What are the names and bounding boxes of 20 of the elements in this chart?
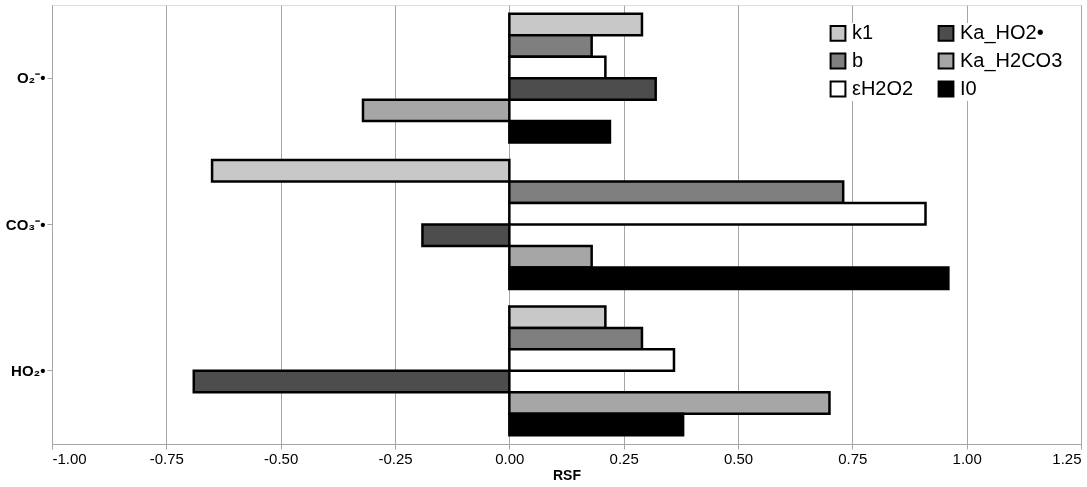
- legend-label: Ka_HO2•: [960, 21, 1044, 45]
- x-tick-label: -0.50: [264, 449, 299, 467]
- legend-label: Ka_H2CO3: [960, 49, 1063, 72]
- x-tick-label: 0.25: [609, 449, 639, 467]
- x-tick-label: 1.00: [952, 449, 982, 467]
- x-tick-label: -1.00: [52, 449, 87, 467]
- x-tick-label: -0.75: [149, 449, 184, 467]
- x-axis-title: RSF: [553, 466, 582, 483]
- x-tick-label: 1.25: [1052, 449, 1082, 467]
- x-tick-label: -0.25: [378, 449, 413, 467]
- x-tick-label: 0.00: [495, 449, 525, 467]
- legend-label: I0: [960, 77, 977, 99]
- legend-label: b: [852, 49, 864, 71]
- y-tick-label: O₂⁻•: [16, 69, 46, 87]
- y-tick-label: HO₂•: [11, 361, 46, 379]
- legend-label: εH2O2: [852, 77, 914, 99]
- y-tick-label: CO₃⁻•: [5, 215, 46, 233]
- x-tick-label: 0.50: [723, 449, 754, 467]
- x-tick-label: 0.75: [838, 449, 868, 467]
- legend-label: k1: [852, 21, 874, 44]
